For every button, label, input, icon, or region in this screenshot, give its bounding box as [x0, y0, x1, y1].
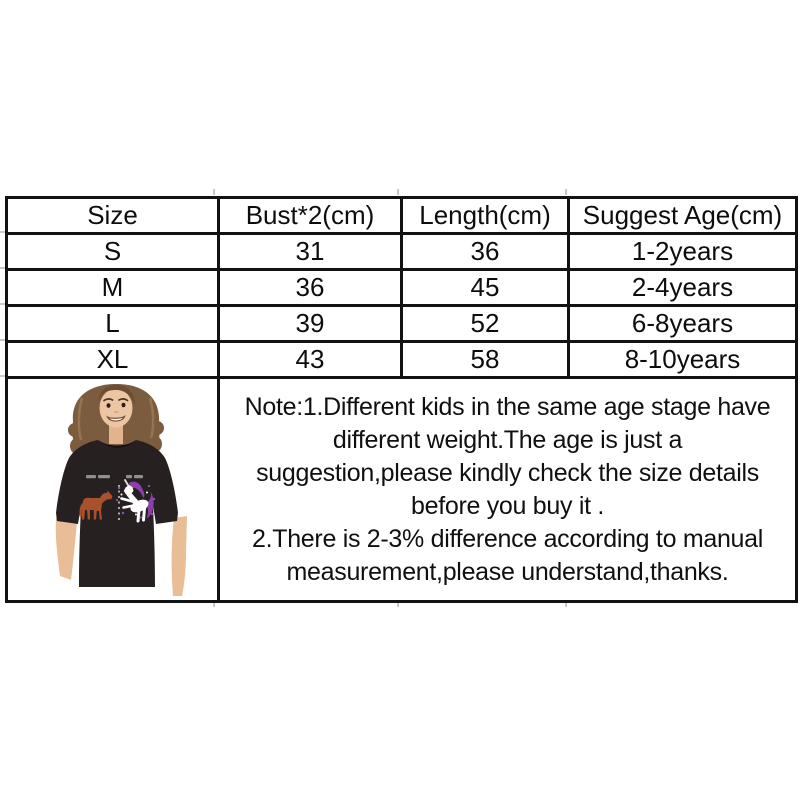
cell-bust: 36 [217, 268, 403, 307]
header-cell-bust: Bust*2(cm) [217, 196, 403, 235]
table-row-s: S 31 36 1-2years [5, 232, 798, 271]
note-line: 2.There is 2-3% difference according to … [251, 524, 764, 553]
neck [109, 422, 123, 444]
gridline-tick [565, 189, 567, 195]
cell-suggest-age: 1-2years [567, 232, 798, 271]
eye [106, 403, 111, 408]
child-photo [5, 376, 220, 603]
cell-bust: 31 [217, 232, 403, 271]
cell-suggest-age: 2-4years [567, 268, 798, 307]
unicorn-horn [124, 479, 130, 487]
gridline-tick [397, 189, 399, 195]
cell-bust: 43 [217, 340, 403, 379]
note-line: before you buy it . [410, 491, 605, 520]
arms [55, 516, 187, 596]
cell-size: S [5, 232, 220, 271]
collar [98, 440, 136, 448]
cell-bust: 39 [217, 304, 403, 343]
sparkles [115, 484, 156, 519]
gridline-tick [397, 601, 399, 607]
gridline-tick [0, 231, 5, 233]
cell-size: M [5, 268, 220, 307]
face [98, 385, 135, 428]
cell-size: XL [5, 340, 220, 379]
table-row-xl: XL 43 58 8-10years [5, 340, 798, 379]
shirt-text-marks [86, 475, 143, 479]
size-table: Size Bust*2(cm) Length(cm) Suggest Age(c… [5, 196, 798, 603]
cell-suggest-age: 8-10years [567, 340, 798, 379]
eyebrow [118, 398, 129, 402]
gridline-tick [0, 375, 5, 377]
gridline-tick [0, 303, 5, 305]
tshirt [56, 440, 178, 587]
tshirt-graphic [79, 475, 156, 523]
cell-length: 45 [400, 268, 570, 307]
gridline-tick [565, 601, 567, 607]
table-row-l: L 39 52 6-8years [5, 304, 798, 343]
cell-length: 58 [400, 340, 570, 379]
smile [106, 414, 126, 422]
table-header-row: Size Bust*2(cm) Length(cm) Suggest Age(c… [5, 196, 798, 235]
eye [121, 402, 126, 408]
cell-size: L [5, 304, 220, 343]
gridline-tick [0, 339, 5, 341]
note-row: Note:1.Different kids in the same age st… [5, 376, 798, 603]
cell-length: 52 [400, 304, 570, 343]
child-photo-illustration [53, 381, 216, 599]
note-line: Note:1.Different kids in the same age st… [244, 392, 771, 421]
horse-icon [79, 490, 113, 520]
unicorn-mane [128, 481, 145, 498]
gridline-tick [213, 601, 215, 607]
hair-fringe [98, 385, 135, 404]
gridline-tick [0, 267, 5, 269]
header-cell-length: Length(cm) [400, 196, 570, 235]
header-cell-suggest-age: Suggest Age(cm) [567, 196, 798, 235]
note-text: Note:1.Different kids in the same age st… [217, 376, 798, 603]
note-line: measurement,please understand,thanks. [286, 557, 729, 586]
note-line: different weight.The age is just a [332, 425, 683, 454]
eyebrow [103, 398, 114, 402]
gridline-tick [213, 189, 215, 195]
unicorn-icon [115, 479, 156, 523]
cell-suggest-age: 6-8years [567, 304, 798, 343]
nose [113, 410, 119, 414]
cell-length: 36 [400, 232, 570, 271]
header-cell-size: Size [5, 196, 220, 235]
note-line: suggestion,please kindly check the size … [256, 458, 759, 487]
table-row-m: M 36 45 2-4years [5, 268, 798, 307]
unicorn-tail [146, 491, 154, 519]
child-photo-svg [55, 384, 187, 596]
